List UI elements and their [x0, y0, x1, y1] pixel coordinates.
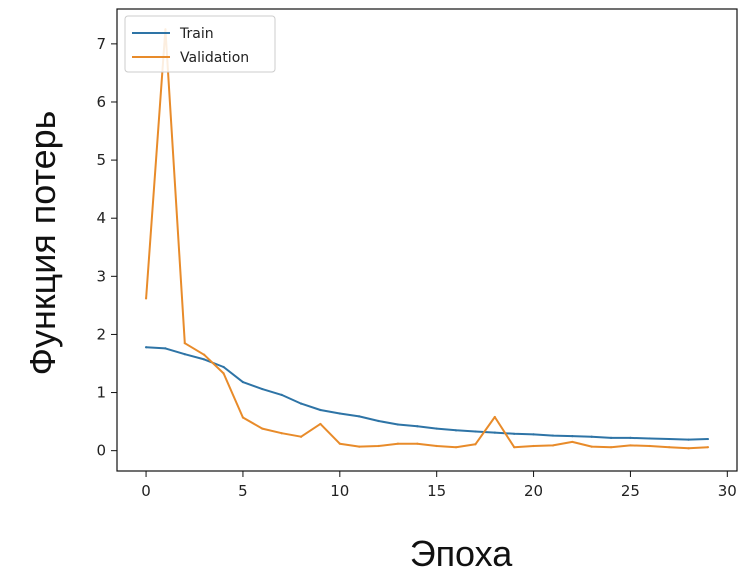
x-tick-label: 15 — [427, 482, 446, 500]
data-point-validation — [571, 440, 574, 444]
series-line-validation — [145, 28, 708, 450]
data-point-validation — [241, 416, 245, 419]
data-point-validation — [629, 444, 632, 447]
data-point-validation — [706, 446, 710, 449]
data-point-validation — [144, 297, 148, 300]
data-point-train — [203, 358, 206, 361]
y-tick-label: 6 — [96, 93, 106, 111]
data-point-validation — [222, 372, 225, 375]
data-point-train — [571, 435, 574, 438]
data-point-validation — [474, 443, 477, 446]
data-point-validation — [299, 435, 303, 438]
data-point-train — [532, 433, 535, 436]
data-point-validation — [416, 442, 419, 445]
data-point-validation — [590, 445, 593, 448]
data-point-train — [668, 437, 671, 441]
data-point-validation — [513, 446, 516, 449]
data-point-validation — [261, 427, 264, 430]
data-point-validation — [609, 446, 613, 449]
data-point-validation — [319, 422, 322, 426]
data-point-validation — [203, 353, 206, 356]
data-point-validation — [454, 446, 458, 449]
x-tick-label: 30 — [718, 482, 737, 500]
data-point-validation — [280, 432, 283, 435]
x-tick-label: 5 — [238, 482, 248, 500]
data-point-train — [648, 437, 651, 440]
x-tick-label: 20 — [524, 482, 543, 500]
data-point-train — [493, 431, 496, 434]
data-point-train — [687, 438, 690, 441]
tick-group: 0 5 10 15 20 25 30 0 1 2 3 4 5 6 7 — [96, 35, 736, 500]
data-point-validation — [396, 442, 400, 445]
y-tick-label: 2 — [96, 325, 106, 343]
data-point-train — [319, 408, 322, 412]
data-point-train — [396, 423, 400, 426]
data-point-train — [222, 365, 225, 369]
data-point-train — [609, 436, 613, 439]
data-point-validation — [183, 342, 186, 345]
plot-frame — [116, 8, 738, 472]
y-tick-label: 0 — [96, 442, 106, 460]
data-point-train — [435, 427, 438, 430]
legend: Train Validation — [124, 15, 276, 73]
data-point-train — [241, 380, 245, 384]
series-line-train — [146, 346, 708, 441]
x-axis-title: Эпоха — [410, 533, 514, 574]
data-point-train — [183, 353, 186, 356]
data-point-train — [706, 437, 710, 441]
data-point-validation — [687, 447, 690, 450]
data-point-train — [590, 435, 593, 438]
data-point-train — [280, 393, 283, 396]
data-point-train — [164, 347, 167, 350]
y-tick-label: 3 — [96, 267, 106, 285]
data-point-validation — [551, 444, 555, 447]
y-axis-title: Функция потерь — [22, 111, 63, 376]
y-tick-label: 5 — [96, 151, 106, 169]
data-point-validation — [377, 444, 380, 448]
data-point-train — [377, 419, 380, 423]
data-point-validation — [435, 444, 438, 448]
data-point-validation — [648, 444, 651, 448]
data-point-validation — [358, 445, 361, 448]
data-point-validation — [493, 415, 496, 419]
data-point-validation — [668, 446, 671, 449]
data-point-train — [299, 402, 303, 405]
y-tick-label: 4 — [96, 209, 106, 227]
y-tick-label: 7 — [96, 35, 106, 53]
data-point-train — [358, 415, 361, 418]
legend-label-train: Train — [179, 26, 214, 42]
data-point-train — [474, 430, 477, 433]
data-point-train — [261, 387, 264, 391]
data-point-train — [144, 346, 148, 349]
data-point-train — [454, 429, 458, 432]
series-group — [144, 28, 710, 450]
data-point-validation — [338, 442, 341, 445]
x-tick-label: 10 — [330, 482, 349, 500]
x-tick-label: 0 — [141, 482, 151, 500]
data-point-train — [338, 412, 341, 415]
y-tick-label: 1 — [96, 384, 106, 402]
data-point-train — [629, 436, 632, 439]
data-point-train — [551, 434, 555, 437]
data-point-train — [513, 432, 516, 435]
x-tick-label: 25 — [621, 482, 640, 500]
data-point-validation — [532, 444, 535, 448]
data-point-train — [416, 425, 419, 428]
legend-label-validation: Validation — [180, 50, 249, 66]
